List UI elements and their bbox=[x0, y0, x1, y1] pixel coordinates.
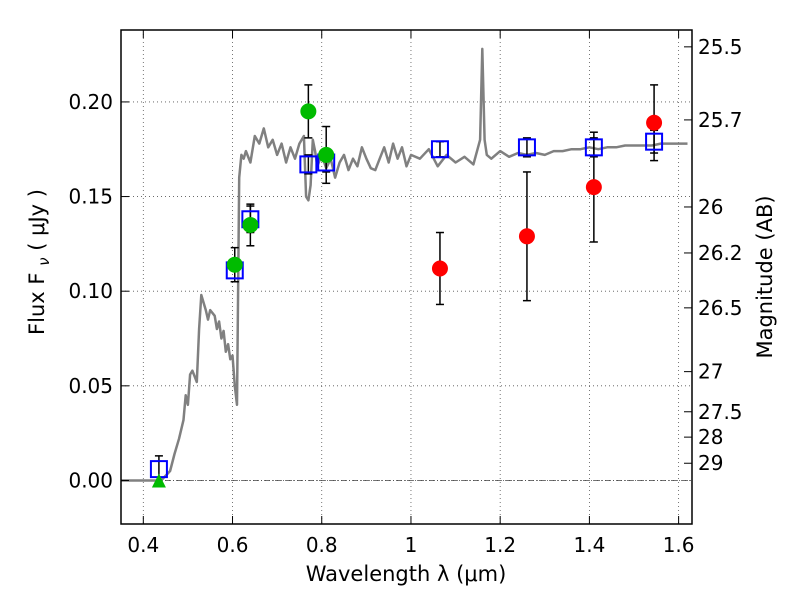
y-axis-label-subscript: ν bbox=[35, 257, 53, 265]
x-tick-label: 1 bbox=[405, 533, 418, 557]
y2-tick-label: 26.5 bbox=[698, 296, 743, 320]
y-tick-label: 0.15 bbox=[68, 185, 113, 209]
y2-tick-label: 25.5 bbox=[698, 35, 743, 59]
red-photometry-point bbox=[431, 260, 448, 277]
y2-tick-label: 26.2 bbox=[698, 241, 743, 265]
y-axis-label: Flux F ν ( μJy ) bbox=[25, 189, 54, 335]
red-photometry-point bbox=[585, 179, 602, 196]
model-square-marker bbox=[299, 155, 318, 174]
model-square-marker bbox=[645, 132, 664, 151]
green-photometry-point bbox=[318, 146, 335, 163]
x-tick-label: 0.8 bbox=[306, 533, 338, 557]
plot-frame bbox=[120, 29, 693, 525]
right-y-axis-label: Magnitude (AB) bbox=[753, 195, 777, 358]
green-photometry-point bbox=[242, 216, 259, 233]
green-photometry-point bbox=[226, 256, 243, 273]
y-tick-label: 0.20 bbox=[68, 90, 113, 114]
red-photometry-point bbox=[646, 114, 663, 131]
svg-text:Flux F ν ( μJ: Flux F ν ( μJy ) bbox=[25, 189, 54, 335]
model-square-marker bbox=[517, 138, 536, 157]
plot-data bbox=[121, 47, 688, 488]
x-tick-label: 0.4 bbox=[127, 533, 159, 557]
y2-tick-label: 27.5 bbox=[698, 400, 743, 424]
y-axis-label-unit: ( μJy ) bbox=[25, 189, 49, 251]
y-tick-label: 0.00 bbox=[68, 468, 113, 492]
upper-limit-triangle bbox=[151, 473, 166, 488]
y2-tick-label: 25.7 bbox=[698, 108, 743, 132]
grid bbox=[121, 30, 692, 524]
x-tick-label: 0.6 bbox=[217, 533, 249, 557]
axis-ticks: 0.4 0.6 0.8 1 1.2 1.4 1.6 0.00 0.05 0.10 0.15 0.20 2… bbox=[68, 30, 743, 557]
y2-tick-label: 26 bbox=[698, 195, 723, 219]
y2-tick-label: 29 bbox=[698, 451, 723, 475]
x-tick-label: 1.4 bbox=[573, 533, 605, 557]
x-axis-label: Wavelength λ (μm) bbox=[306, 562, 507, 586]
template-spectrum-line bbox=[121, 47, 688, 482]
green-photometry-point bbox=[300, 103, 317, 120]
x-tick-label: 1.2 bbox=[484, 533, 516, 557]
y-tick-label: 0.10 bbox=[68, 279, 113, 303]
model-square-marker bbox=[584, 138, 603, 157]
y-axis-label-text: Flux F bbox=[25, 273, 49, 335]
model-square-marker bbox=[430, 140, 449, 159]
y2-tick-label: 28 bbox=[698, 425, 723, 449]
y2-tick-label: 27 bbox=[698, 360, 723, 384]
x-tick-label: 1.6 bbox=[663, 533, 695, 557]
red-photometry-point bbox=[518, 228, 535, 245]
y-tick-label: 0.05 bbox=[68, 374, 113, 398]
